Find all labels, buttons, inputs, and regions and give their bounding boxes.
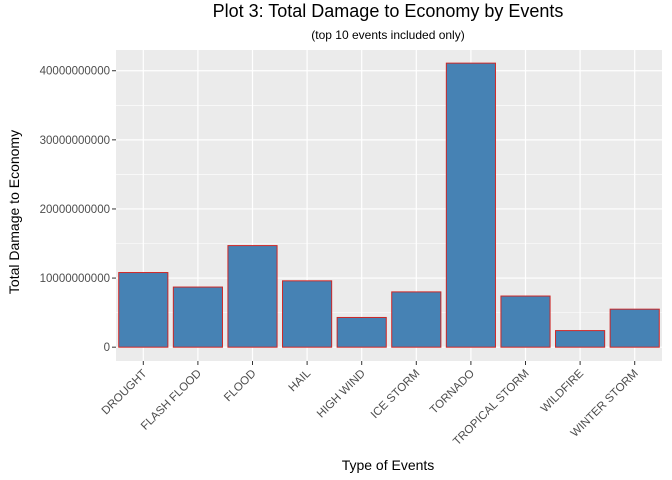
y-tick-label: 40000000000	[40, 66, 110, 78]
y-tick-label: 20000000000	[40, 204, 110, 216]
x-tick-label: TORNADO	[428, 368, 477, 417]
y-tick-label: 30000000000	[40, 135, 110, 147]
bar-flood	[227, 245, 278, 348]
y-axis-title: Total Damage to Economy	[6, 130, 22, 294]
bar-wildfire	[555, 330, 606, 348]
bar-ice-storm	[391, 291, 442, 348]
x-axis-title: Type of Events	[342, 457, 435, 473]
x-tick-label: ICE STORM	[369, 368, 423, 422]
bar-drought	[118, 272, 169, 348]
chart-title: Plot 3: Total Damage to Economy by Event…	[213, 1, 564, 21]
y-tick-label: 0	[104, 342, 110, 354]
x-tick-label: HAIL	[287, 367, 314, 394]
bars	[118, 62, 660, 348]
x-tick-label: HIGH WIND	[315, 368, 368, 421]
chart-subtitle: (top 10 events included only)	[311, 28, 464, 42]
bar-tornado	[445, 62, 496, 348]
bar-flash-flood	[172, 286, 223, 348]
x-tick-label: WILDFIRE	[539, 367, 587, 415]
bar-tropical-storm	[500, 295, 551, 348]
y-axis-ticks: 0 10000000000 20000000000 30000000000 400000…	[40, 66, 116, 354]
y-tick-label: 10000000000	[40, 273, 110, 285]
x-tick-label: FLASH FLOOD	[139, 368, 204, 433]
x-tick-label: FLOOD	[222, 368, 259, 405]
bar-high-wind	[336, 316, 387, 348]
bar-hail	[282, 280, 333, 348]
x-tick-label: DROUGHT	[100, 368, 150, 418]
bar-winter-storm	[609, 308, 660, 348]
